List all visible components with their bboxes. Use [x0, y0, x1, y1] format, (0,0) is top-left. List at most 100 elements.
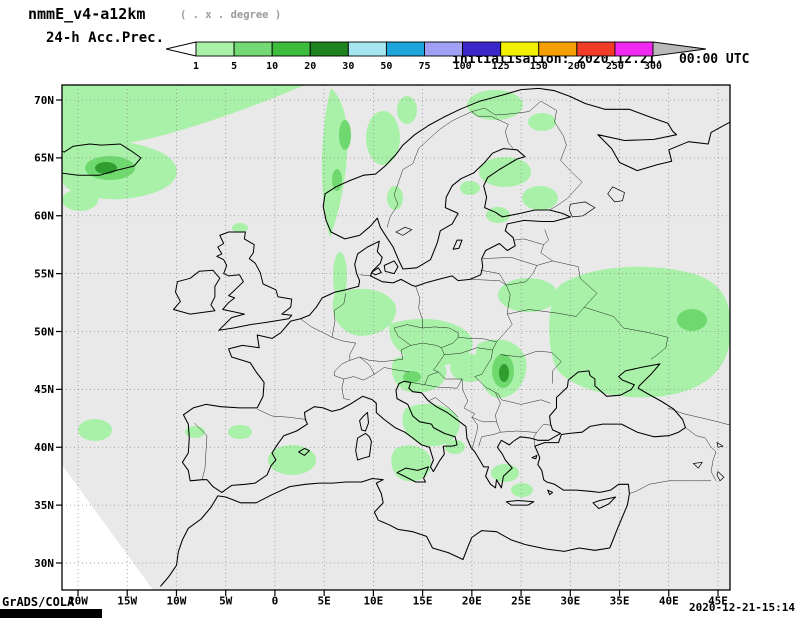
legend-tick-label: 100: [454, 61, 472, 72]
lon-label: 25E: [511, 595, 531, 608]
legend-below-min-arrow: [166, 41, 197, 57]
precip-area: [391, 445, 432, 482]
legend-segment: [424, 41, 464, 57]
island-coastline: [355, 432, 372, 461]
legend-tick-label: 30: [342, 61, 354, 72]
legend-segment: [271, 41, 311, 57]
island-coastline: [531, 454, 538, 460]
lat-label: 35N: [34, 499, 54, 512]
country-border: [478, 431, 501, 447]
lon-label: 45E: [708, 595, 728, 608]
axis-ticks: [56, 99, 719, 596]
country-border: [359, 274, 373, 277]
country-border: [394, 324, 459, 338]
precip-area-dark: [499, 364, 509, 382]
country-border: [480, 269, 507, 286]
country-border: [549, 110, 583, 211]
precip-area: [185, 426, 205, 438]
legend-segment: [347, 41, 387, 57]
country-border: [424, 378, 463, 389]
lon-label: 10E: [363, 595, 383, 608]
map-frame: [61, 84, 731, 591]
lon-label: 15E: [413, 595, 433, 608]
island-coastline: [396, 466, 429, 483]
lon-label: 20W: [68, 595, 88, 608]
precip-area: [460, 181, 480, 195]
precip-area: [498, 278, 558, 312]
legend-tick-label: 300: [644, 61, 662, 72]
europe-precipitation-map: 20W 15W 10W 5W 0 5E 10E 15E 20E 25E 30E 35E 40E 45E 70…: [34, 84, 731, 608]
lake-outline: [716, 470, 725, 482]
island-coastline: [370, 267, 382, 276]
country-border: [667, 407, 730, 426]
lat-label: 30N: [34, 557, 54, 570]
country-border: [444, 341, 497, 355]
lat-label: 50N: [34, 325, 54, 338]
country-border: [474, 349, 551, 405]
legend-segment: [195, 41, 235, 57]
lake-outline: [568, 201, 596, 218]
island-coastline: [173, 269, 221, 315]
precip-area-medium: [677, 309, 707, 331]
country-border: [533, 432, 538, 447]
precip-area: [228, 425, 252, 439]
precip-area: [232, 223, 248, 233]
lat-label: 40N: [34, 441, 54, 454]
island-coastline: [547, 489, 554, 496]
legend-tick-label: 200: [568, 61, 586, 72]
latlon-grid: [62, 85, 730, 590]
creation-timestamp: 2020-12-21-15:14: [689, 601, 795, 614]
lon-label: 0: [272, 595, 279, 608]
precip-area: [528, 113, 556, 131]
grads-credit: GrADS/COLA: [2, 595, 75, 609]
axis-labels: 20W 15W 10W 5W 0 5E 10E 15E 20E 25E 30E 35E 40E 45E 70…: [34, 94, 728, 608]
country-border: [482, 257, 553, 266]
product-label: 24-h Acc.Prec.: [46, 30, 165, 46]
lake-outline: [692, 461, 703, 469]
outside-model-domain: [62, 465, 153, 590]
legend-segment: [538, 41, 578, 57]
lat-label: 45N: [34, 383, 54, 396]
legend-tick-label: 125: [492, 61, 510, 72]
legend-tick-label: 10: [266, 61, 278, 72]
coastlines-and-borders: [62, 87, 730, 587]
precip-area: [491, 464, 519, 482]
lake-outline: [607, 186, 625, 203]
lon-label: 5W: [219, 595, 233, 608]
coastline: [160, 363, 687, 587]
legend-segment: [500, 41, 540, 57]
legend-tick-label: 75: [418, 61, 430, 72]
precip-area-medium: [403, 371, 421, 383]
legend-tick-label: 50: [380, 61, 392, 72]
legend-tick-label: 150: [530, 61, 548, 72]
island-coastline: [383, 260, 399, 275]
country-border: [410, 371, 439, 385]
island-coastline: [216, 231, 293, 331]
lon-label: 20E: [462, 595, 482, 608]
lon-label: 10W: [167, 595, 187, 608]
precip-area: [268, 445, 316, 475]
country-border: [540, 244, 598, 308]
coastline: [181, 87, 730, 493]
precip-area: [549, 266, 730, 398]
color-scale-legend: 1 5 10 20 30 50 75 100 125 150 200 250 300: [166, 41, 706, 72]
lat-label: 55N: [34, 267, 54, 280]
country-border: [507, 306, 669, 360]
precipitation-shading: [62, 85, 730, 497]
model-title: nmmE_v4-a12km: [28, 5, 146, 23]
precip-area: [522, 186, 558, 210]
precip-area-medium: [339, 120, 351, 150]
lat-label: 70N: [34, 94, 54, 107]
country-border: [331, 293, 347, 338]
country-border: [374, 367, 410, 375]
country-border: [428, 397, 459, 418]
legend-tick-label: 20: [304, 61, 316, 72]
precip-area-dark: [95, 162, 117, 174]
country-border: [257, 408, 307, 420]
precip-area: [333, 252, 347, 300]
logo-bar: [0, 609, 102, 618]
precip-area: [397, 96, 417, 124]
lat-label: 60N: [34, 210, 54, 223]
country-border: [300, 318, 357, 361]
